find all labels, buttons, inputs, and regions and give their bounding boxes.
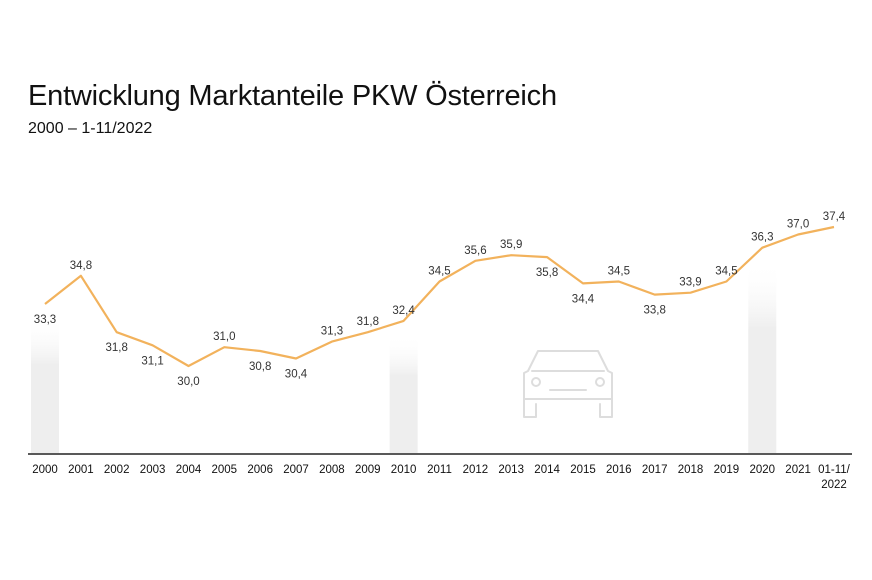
highlight-band-1 — [389, 334, 418, 453]
data-label: 31,0 — [213, 331, 235, 343]
data-label: 33,9 — [679, 277, 701, 289]
data-label: 35,6 — [464, 245, 486, 257]
data-label: 36,3 — [751, 232, 773, 244]
highlight-band-0 — [31, 318, 59, 453]
car-icon — [523, 350, 613, 418]
x-tick-label: 2000 — [32, 464, 58, 476]
x-tick-label: 2007 — [283, 464, 309, 476]
x-tick-label: 2008 — [319, 464, 345, 476]
x-tick-label: 2020 — [750, 464, 776, 476]
x-tick-label: 2017 — [642, 464, 668, 476]
x-tick-label: 01-11/ — [818, 464, 851, 476]
x-tick-label: 2002 — [104, 464, 130, 476]
x-tick-label: 2022 — [821, 479, 847, 491]
data-labels: 33,3 34,8 31,8 31,1 30,0 31,0 30,8 30,4 31,3 31,8… — [34, 211, 846, 388]
chart-title: Entwicklung Marktanteile PKW Österreich — [28, 80, 557, 112]
data-label: 34,5 — [715, 266, 737, 278]
data-label: 31,8 — [106, 342, 128, 354]
series-line — [44, 225, 835, 368]
x-tick-label: 2005 — [212, 464, 238, 476]
data-label: 33,3 — [34, 314, 56, 326]
x-tick-label: 2019 — [714, 464, 740, 476]
data-label: 30,4 — [285, 369, 308, 381]
x-tick-label: 2011 — [427, 464, 452, 476]
x-tick-label: 2001 — [68, 464, 94, 476]
data-label: 37,4 — [823, 211, 846, 223]
chart-subtitle: 2000 – 1-11/2022 — [28, 120, 153, 137]
data-label: 32,4 — [392, 305, 415, 317]
x-tick-label: 2018 — [678, 464, 704, 476]
x-tick-label: 2010 — [391, 464, 417, 476]
x-tick-label: 2003 — [140, 464, 166, 476]
x-tick-label: 2014 — [534, 464, 560, 476]
data-label: 34,5 — [608, 266, 630, 278]
data-label: 35,8 — [536, 267, 558, 279]
data-label: 31,3 — [321, 326, 343, 338]
x-tick-label: 2013 — [498, 464, 524, 476]
highlight-band-2 — [748, 261, 777, 453]
x-tick-label: 2006 — [247, 464, 273, 476]
data-label: 31,1 — [141, 355, 163, 367]
data-label: 34,4 — [572, 293, 595, 305]
data-label: 34,5 — [428, 266, 450, 278]
data-label: 35,9 — [500, 239, 522, 251]
x-tick-label: 2016 — [606, 464, 632, 476]
x-tick-label: 2015 — [570, 464, 596, 476]
x-tick-labels: 2000 2001 2002 2003 2004 2005 2006 2007 2008 2009… — [32, 464, 850, 491]
highlight-bands — [31, 261, 777, 453]
data-label: 30,8 — [249, 361, 271, 373]
x-tick-label: 2021 — [785, 464, 811, 476]
data-label: 33,8 — [644, 305, 666, 317]
x-tick-label: 2012 — [463, 464, 489, 476]
data-label: 37,0 — [787, 219, 809, 231]
data-label: 34,8 — [70, 260, 92, 272]
x-tick-label: 2009 — [355, 464, 381, 476]
data-label: 30,0 — [177, 376, 199, 388]
data-label: 31,8 — [357, 316, 379, 328]
x-tick-label: 2004 — [176, 464, 202, 476]
